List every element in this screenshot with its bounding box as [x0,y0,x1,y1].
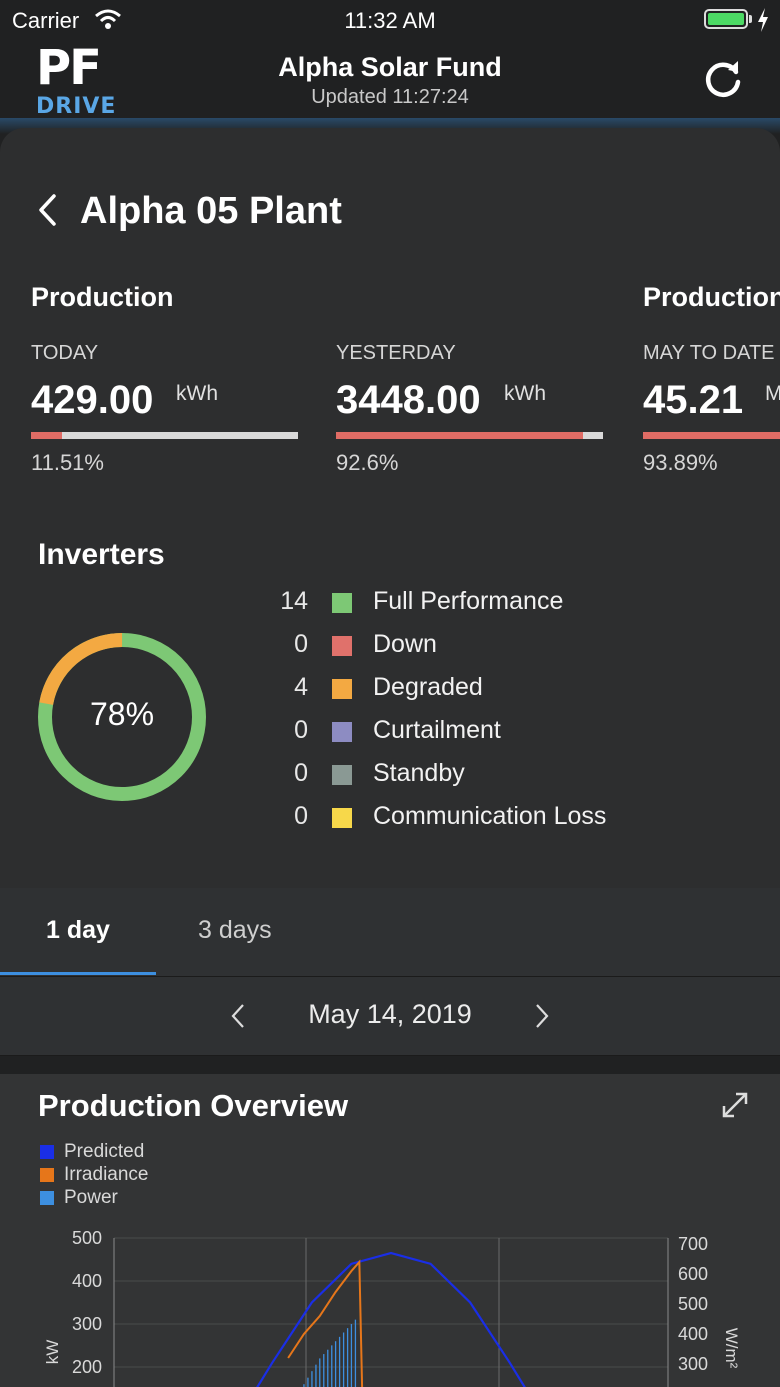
range-tabs: 1 day 3 days [0,888,780,977]
status-bar: Carrier 11:32 AM [0,0,780,40]
refresh-icon[interactable] [700,56,746,102]
tab-1-day[interactable]: 1 day [46,916,110,944]
legend-name: Degraded [373,673,483,701]
progress-percent: 93.89% [643,450,718,475]
production-unit: kWh [504,382,546,405]
legend-swatch [40,1191,54,1205]
legend-count: 0 [294,802,308,830]
production-value: 3448.00 [336,378,481,422]
legend-communication-loss[interactable]: 0 Communication Loss [250,802,670,842]
clock: 11:32 AM [344,8,436,33]
progress-fill [31,432,62,439]
y2-tick-label: 300 [678,1354,708,1374]
carrier-label: Carrier [12,8,80,33]
y2-tick-label: 600 [678,1264,708,1284]
period-label: YESTERDAY [336,342,456,364]
selected-date: May 14, 2019 [308,999,472,1029]
legend-swatch [332,722,352,742]
active-tab-indicator [0,972,156,975]
progress-bar [31,432,298,439]
legend-swatch [332,808,352,828]
next-date-chevron-icon[interactable] [534,1003,550,1029]
date-navigator: May 14, 2019 [0,977,780,1056]
legend-swatch [332,765,352,785]
inverter-donut-chart[interactable] [36,631,208,803]
donut-percent: 78% [89,696,155,732]
donut-degraded-arc [38,633,206,801]
inverters-title: Inverters [38,538,165,571]
legend-count: 0 [294,630,308,658]
legend-name: Communication Loss [373,802,607,830]
battery-icon [704,9,748,29]
production-today[interactable]: Production TODAY 429.00 kWh 11.51% [31,282,311,475]
legend-swatch [332,679,352,699]
logo-pf-text: PF [36,40,102,96]
y2-tick-label: 400 [678,1324,708,1344]
legend-count: 0 [294,759,308,787]
production-heading: Production [31,282,174,312]
legend-full-performance[interactable]: 14 Full Performance [250,587,670,627]
plant-card: Alpha 05 Plant Production TODAY 429.00 k… [0,128,780,888]
back-chevron-icon[interactable] [36,192,60,228]
battery-tip [749,15,752,23]
irradiance-line [287,1259,364,1387]
expand-icon[interactable] [718,1088,752,1122]
y2-axis-label: W/m² [722,1328,741,1369]
legend-swatch [40,1168,54,1182]
fund-title: Alpha Solar Fund [278,52,502,82]
overview-title: Production Overview [38,1088,349,1123]
legend-label: Irradiance [64,1164,149,1185]
y-tick-label: 500 [72,1228,102,1248]
predicted-line [256,1251,526,1387]
plant-title: Alpha 05 Plant [80,190,342,232]
legend-label: Predicted [64,1141,145,1162]
progress-fill [336,432,584,439]
tab-3-days[interactable]: 3 days [198,916,272,944]
y-axis-label: kW [43,1340,62,1365]
legend-standby[interactable]: 0 Standby [250,759,670,799]
production-unit: kWh [176,382,218,405]
legend-name: Standby [373,759,465,787]
production-unit: M [765,382,780,405]
progress-bar [643,432,780,439]
y-tick-label: 300 [72,1314,102,1334]
pf-drive-logo[interactable]: PF DRIVE [36,40,116,119]
legend-swatch [40,1145,54,1159]
y2-tick-label: 500 [678,1294,708,1314]
legend-down[interactable]: 0 Down [250,630,670,670]
progress-fill [643,432,780,439]
logo-drive-text: DRIVE [36,94,117,119]
y-tick-label: 400 [72,1271,102,1291]
previous-date-chevron-icon[interactable] [230,1003,246,1029]
production-overview-chart[interactable]: 500 400 300 200 700 600 500 400 300 kW W/m² [0,1224,780,1387]
production-overview-card: Production Overview Predicted Irradiance… [0,1074,780,1387]
legend-count: 0 [294,716,308,744]
legend-swatch [332,593,352,613]
legend-count: 14 [280,587,308,615]
wifi-icon [95,9,121,29]
legend-name: Down [373,630,437,658]
legend-degraded[interactable]: 4 Degraded [250,673,670,713]
production-month-to-date[interactable]: Production MAY TO DATE 45.21 M 93.89% [643,282,780,622]
progress-percent: 11.51% [31,450,104,475]
legend-label: Power [64,1187,118,1208]
period-label: MAY TO DATE [643,342,775,364]
legend-curtailment[interactable]: 0 Curtailment [250,716,670,756]
progress-percent: 92.6% [336,450,399,475]
y-tick-label: 200 [72,1357,102,1377]
app-header: PF DRIVE Alpha Solar Fund Updated 11:27:… [0,40,780,122]
production-heading: Production [643,282,780,312]
progress-bar [336,432,603,439]
legend-swatch [332,636,352,656]
y2-tick-label: 700 [678,1234,708,1254]
charging-bolt-icon [758,8,768,32]
legend-name: Curtailment [373,716,501,744]
production-value: 429.00 [31,378,154,422]
legend-count: 4 [294,673,308,701]
legend-name: Full Performance [373,587,564,615]
updated-timestamp: Updated 11:27:24 [311,86,469,108]
period-label: TODAY [31,342,99,364]
production-value: 45.21 [643,378,744,422]
